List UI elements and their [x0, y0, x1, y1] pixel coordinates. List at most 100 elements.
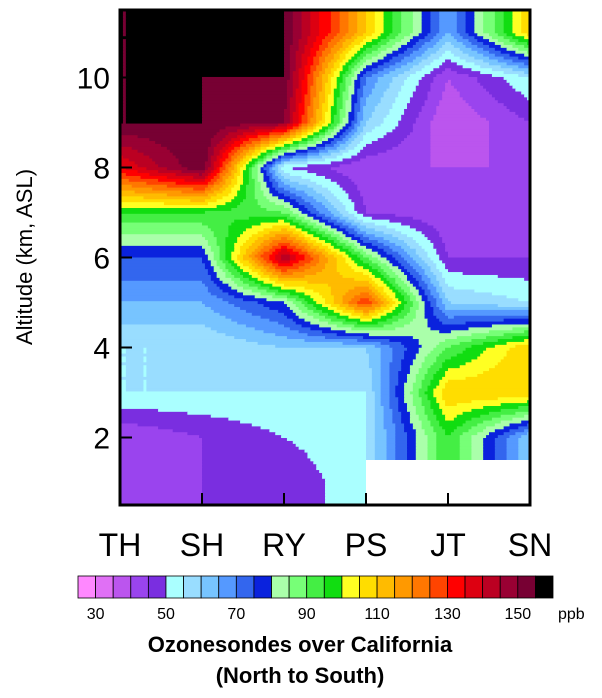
contour-cell — [333, 295, 344, 299]
contour-cell — [374, 18, 385, 23]
contour-cell — [415, 406, 426, 410]
contour-cell — [436, 301, 443, 305]
contour-cell — [436, 109, 475, 113]
contour-cell — [240, 307, 270, 311]
contour-cell — [342, 222, 352, 227]
contour-cell — [120, 47, 124, 52]
contour-cell — [284, 283, 329, 288]
contour-cell — [474, 12, 484, 17]
contour-cell — [415, 411, 426, 416]
contour-cell — [374, 394, 382, 398]
contour-cell — [120, 109, 124, 113]
contour-cell — [122, 21, 127, 26]
contour-cell — [512, 21, 522, 26]
contour-cell — [207, 202, 227, 206]
contour-cell — [409, 225, 434, 229]
contour-cell — [228, 141, 235, 145]
contour-cell — [366, 449, 376, 454]
contour-cell — [327, 257, 338, 262]
contour-cell — [298, 74, 306, 78]
contour-cell — [363, 336, 414, 340]
contour-cell — [319, 228, 329, 232]
contour-cell — [289, 97, 297, 101]
contour-cell — [389, 371, 399, 375]
contour-cell — [395, 295, 405, 299]
contour-cell — [474, 62, 490, 66]
contour-cell — [237, 321, 279, 326]
contour-cell — [243, 155, 247, 160]
contour-cell — [374, 309, 385, 314]
contour-cell — [418, 394, 429, 398]
contour-cell — [234, 158, 241, 163]
contour-cell — [395, 438, 408, 442]
contour-cell — [219, 254, 227, 259]
contour-cell — [506, 341, 530, 346]
contour-cell — [307, 251, 314, 256]
contour-cell — [295, 304, 306, 308]
contour-cell — [363, 312, 370, 317]
contour-cell — [125, 167, 147, 171]
contour-cell — [120, 478, 203, 483]
contour-cell — [386, 251, 399, 256]
contour-cell — [310, 178, 332, 183]
contour-cell — [439, 103, 470, 107]
contour-cell — [468, 327, 514, 331]
contour-cell — [254, 143, 262, 148]
contour-cell — [325, 100, 329, 104]
contour-cell — [395, 435, 408, 439]
contour-cell — [210, 277, 221, 282]
contour-cell — [348, 24, 358, 29]
contour-cell — [120, 452, 203, 457]
contour-cell — [298, 111, 306, 116]
contour-cell — [330, 68, 338, 72]
contour-cell — [351, 62, 358, 66]
contour-cell — [120, 257, 203, 262]
x-tick-label: TH — [99, 527, 142, 563]
contour-cell — [383, 248, 393, 253]
contour-cell — [228, 184, 235, 189]
contour-cell — [219, 173, 227, 177]
contour-cell — [483, 53, 496, 58]
contour-cell — [143, 385, 147, 390]
contour-cell — [374, 397, 382, 401]
contour-cell — [368, 286, 376, 291]
contour-cell — [120, 97, 124, 101]
contour-cell — [336, 251, 347, 256]
contour-cell — [289, 146, 300, 151]
contour-cell — [122, 94, 127, 98]
contour-cell — [228, 225, 253, 229]
contour-cell — [333, 301, 344, 305]
contour-cell — [363, 106, 376, 110]
contour-cell — [202, 109, 285, 113]
colorbar-swatch — [482, 575, 501, 599]
contour-cell — [433, 362, 443, 366]
contour-cell — [360, 100, 367, 104]
contour-cell — [120, 496, 203, 500]
contour-cell — [392, 248, 405, 253]
x-tick-label: RY — [262, 527, 306, 563]
contour-cell — [354, 228, 361, 232]
contour-cell — [374, 280, 385, 285]
contour-cell — [345, 76, 352, 81]
contour-cell — [292, 167, 332, 171]
contour-cell — [202, 452, 309, 457]
contour-cell — [439, 257, 530, 262]
contour-cell — [421, 10, 432, 14]
contour-cell — [325, 97, 329, 101]
contour-cell — [330, 50, 338, 55]
contour-cell — [234, 304, 265, 308]
contour-cell — [313, 44, 320, 49]
contour-cell — [509, 429, 525, 433]
contour-cell — [456, 88, 487, 93]
contour-cell — [380, 382, 391, 387]
contour-cell — [345, 234, 355, 238]
contour-cell — [225, 202, 241, 206]
contour-cell — [389, 59, 402, 64]
contour-cell — [284, 312, 297, 317]
contour-cell — [503, 10, 514, 14]
contour-cell — [518, 455, 530, 460]
contour-cell — [494, 97, 528, 101]
contour-cell — [366, 350, 382, 355]
contour-cell — [363, 129, 373, 133]
contour-cell — [304, 205, 314, 209]
